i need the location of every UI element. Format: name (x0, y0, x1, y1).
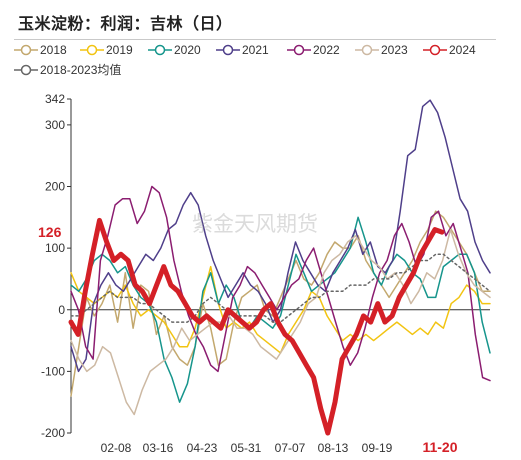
series-line-2018-2023均值 (70, 253, 491, 323)
series-line-2021 (70, 99, 491, 373)
x-tick-label: 02-08 (101, 441, 132, 455)
x-tick-label: 04-23 (187, 441, 218, 455)
x-tick-label: 09-19 (362, 441, 393, 455)
y-tick-label: 342 (45, 92, 65, 106)
x-tick-label: 05-31 (231, 441, 262, 455)
series-line-2020 (70, 216, 491, 403)
chart-title: 玉米淀粉：利润：吉林（日） (18, 14, 233, 33)
series-line-2024 (68, 217, 445, 436)
x-tick-label: 03-16 (143, 441, 174, 455)
series-line-2023 (70, 228, 491, 416)
x-tick-label: 08-13 (318, 441, 349, 455)
x-tick-label: 11-20 (422, 439, 457, 455)
x-tick-label: 07-07 (275, 441, 306, 455)
legend-label: 2019 (106, 43, 133, 57)
legend-label: 2018-2023均值 (40, 63, 122, 77)
y-tick-label: 300 (45, 118, 65, 132)
y-tick-label: -200 (41, 426, 65, 440)
legend-label: 2023 (381, 43, 408, 57)
legend-label: 2020 (174, 43, 201, 57)
y-tick-label: 100 (45, 241, 65, 255)
series-line-2018 (70, 210, 491, 397)
legend-label: 2022 (313, 43, 340, 57)
y-tick-label: 200 (45, 180, 65, 194)
legend-label: 2024 (449, 43, 476, 57)
title-divider (14, 39, 496, 40)
current-value-label: 126 (38, 224, 62, 240)
y-tick-label: 0 (58, 303, 65, 317)
watermark: 紫金天风期货 (192, 212, 318, 236)
y-tick-label: -100 (41, 364, 65, 378)
legend-label: 2018 (40, 43, 67, 57)
legend-label: 2021 (242, 43, 269, 57)
